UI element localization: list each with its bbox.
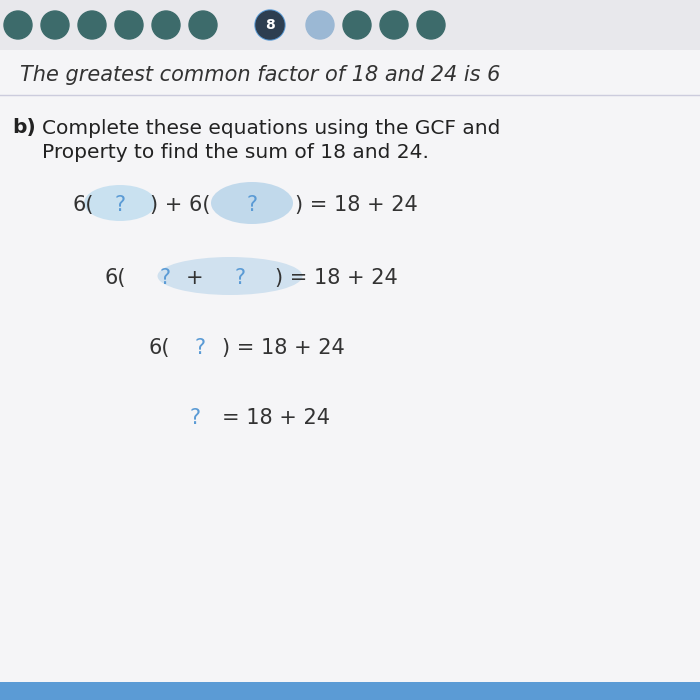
- Text: 6(: 6(: [148, 338, 169, 358]
- Text: ) = 18 + 24: ) = 18 + 24: [275, 268, 398, 288]
- Text: ?: ?: [160, 268, 171, 288]
- Circle shape: [255, 10, 285, 40]
- Text: Complete these equations using the GCF and: Complete these equations using the GCF a…: [42, 118, 500, 137]
- Text: Property to find the sum of 18 and 24.: Property to find the sum of 18 and 24.: [42, 143, 429, 162]
- Circle shape: [256, 11, 284, 39]
- FancyBboxPatch shape: [0, 50, 700, 700]
- Text: ?: ?: [195, 338, 206, 358]
- Text: 6(: 6(: [72, 195, 94, 215]
- Text: ) + 6(: ) + 6(: [150, 195, 211, 215]
- Text: +: +: [186, 268, 204, 288]
- Text: b): b): [12, 118, 36, 137]
- Text: 6(: 6(: [105, 268, 127, 288]
- Circle shape: [343, 11, 371, 39]
- Ellipse shape: [211, 182, 293, 224]
- Text: ) = 18 + 24: ) = 18 + 24: [295, 195, 418, 215]
- Text: The greatest common factor of 18 and 24 is 6: The greatest common factor of 18 and 24 …: [20, 65, 500, 85]
- Circle shape: [78, 11, 106, 39]
- Circle shape: [152, 11, 180, 39]
- Circle shape: [115, 11, 143, 39]
- Text: ) = 18 + 24: ) = 18 + 24: [222, 338, 344, 358]
- Ellipse shape: [158, 257, 302, 295]
- Text: ?: ?: [190, 408, 201, 428]
- Ellipse shape: [84, 185, 156, 221]
- Circle shape: [41, 11, 69, 39]
- Text: ?: ?: [114, 195, 125, 215]
- Circle shape: [417, 11, 445, 39]
- Text: 8: 8: [265, 18, 275, 32]
- Circle shape: [4, 11, 32, 39]
- Text: = 18 + 24: = 18 + 24: [222, 408, 330, 428]
- Text: ?: ?: [246, 195, 258, 215]
- Circle shape: [189, 11, 217, 39]
- FancyBboxPatch shape: [0, 682, 700, 700]
- Circle shape: [380, 11, 408, 39]
- Circle shape: [306, 11, 334, 39]
- Text: ?: ?: [234, 268, 246, 288]
